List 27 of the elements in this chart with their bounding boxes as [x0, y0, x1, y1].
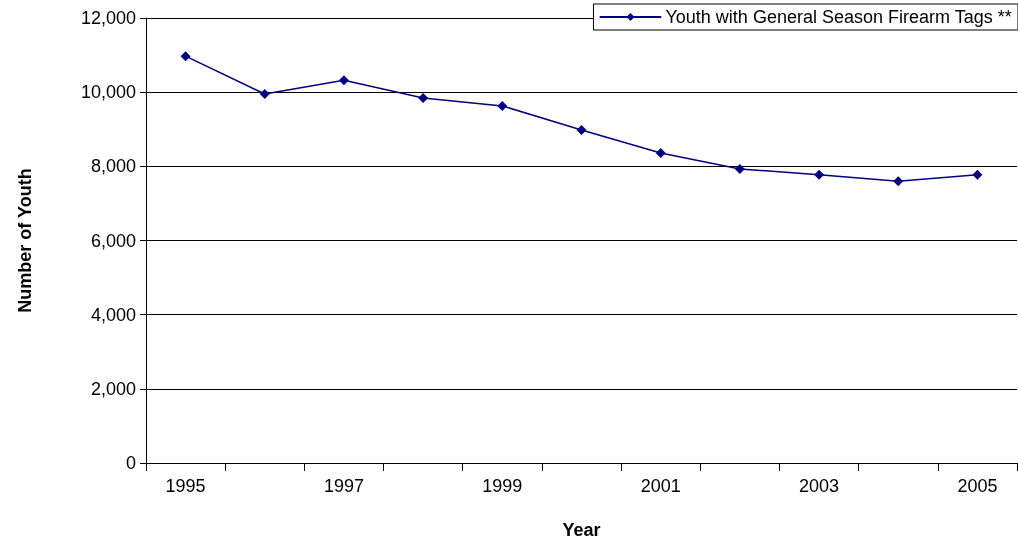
- y-tick-label: 4,000: [90, 304, 136, 325]
- point: [418, 93, 429, 104]
- x-tick-label: 2005: [957, 476, 998, 496]
- point: [259, 89, 270, 100]
- y-axis-title: Number of Youth: [15, 168, 35, 313]
- point: [180, 51, 191, 62]
- x-tick-label: 1999: [482, 476, 523, 496]
- x-tick-label: 2001: [640, 476, 681, 496]
- y-tick-label: 2,000: [90, 378, 136, 399]
- point: [972, 169, 983, 180]
- point: [814, 169, 825, 180]
- y-tick-label: 6,000: [90, 230, 136, 251]
- x-tick-label: 2003: [799, 476, 840, 496]
- y-tick-label: 10,000: [80, 82, 136, 103]
- point: [655, 147, 666, 158]
- point: [338, 75, 349, 86]
- point: [497, 100, 508, 111]
- x-tick-label: 1997: [323, 476, 364, 496]
- y-tick-label: 8,000: [90, 156, 136, 177]
- y-tick-label: 0: [125, 453, 136, 473]
- y-tick-label: 12,000: [80, 8, 136, 28]
- point: [893, 176, 904, 187]
- legend-label: Youth with General Season Firearm Tags **: [665, 7, 1012, 27]
- point: [734, 163, 745, 174]
- x-tick-label: 1995: [165, 476, 206, 496]
- x-axis-title: Year: [562, 520, 601, 540]
- point: [576, 124, 587, 135]
